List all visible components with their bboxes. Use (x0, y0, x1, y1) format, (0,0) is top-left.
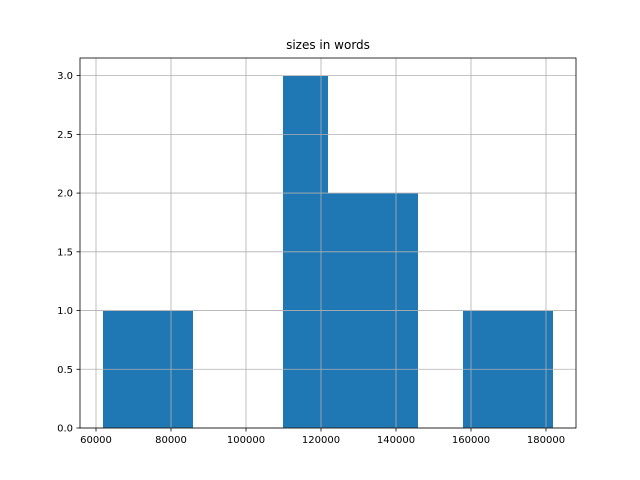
x-tick-label: 160000 (452, 435, 490, 446)
x-tick-label: 140000 (377, 435, 415, 446)
y-tick-label: 3.0 (57, 71, 73, 82)
x-tick-label: 180000 (527, 435, 565, 446)
chart-title: sizes in words (286, 38, 370, 52)
y-tick-label: 2.5 (57, 130, 73, 141)
x-tick-label: 60000 (80, 435, 112, 446)
y-tick-label: 1.0 (57, 306, 73, 317)
y-tick-label: 0.5 (57, 365, 73, 376)
x-tick-label: 80000 (155, 435, 187, 446)
y-tick-label: 0.0 (57, 424, 73, 435)
axes-frame (79, 57, 577, 429)
x-tick-label: 120000 (302, 435, 340, 446)
x-tick-label: 100000 (227, 435, 265, 446)
y-tick-label: 1.5 (57, 247, 73, 258)
y-tick-label: 2.0 (57, 189, 73, 200)
